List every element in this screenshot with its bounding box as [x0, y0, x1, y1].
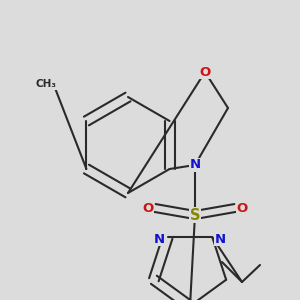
Text: CH₃: CH₃ — [35, 79, 56, 89]
Text: N: N — [189, 158, 201, 172]
Text: N: N — [215, 233, 226, 246]
Text: S: S — [190, 208, 200, 223]
Text: N: N — [154, 233, 165, 246]
Text: O: O — [142, 202, 154, 214]
Text: O: O — [200, 65, 211, 79]
Text: O: O — [236, 202, 247, 214]
